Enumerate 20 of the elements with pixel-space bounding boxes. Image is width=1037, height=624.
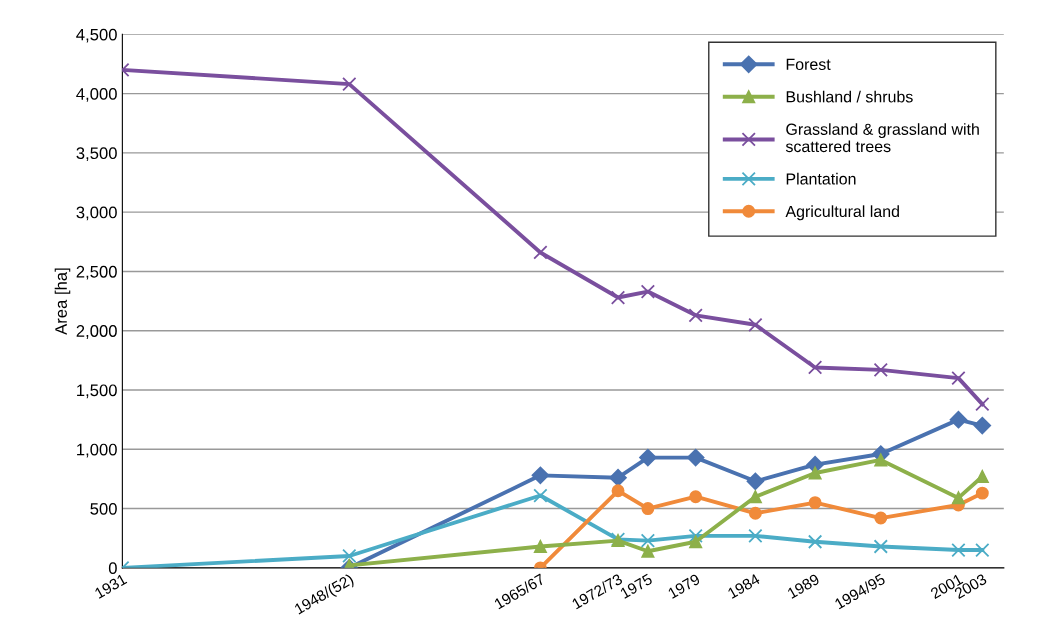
legend-label: Agricultural land xyxy=(785,205,899,221)
y-tick-label: 1,000 xyxy=(77,443,117,458)
y-tick-label: 3,500 xyxy=(76,147,117,162)
y-tick-label: 500 xyxy=(90,502,117,515)
y-axis-title: Area [ha] xyxy=(54,268,71,335)
y-tick-label: 1,500 xyxy=(77,384,117,399)
y-tick-label: 2,000 xyxy=(76,325,117,339)
y-tick-label: 4,000 xyxy=(76,88,117,102)
legend-label: Bushland / shrubs xyxy=(786,90,913,103)
x-tick-label: 1931 xyxy=(94,573,128,599)
legend-label: Grassland & grassland with scattered trees xyxy=(785,123,979,153)
x-tick-label: 1989 xyxy=(786,573,821,599)
y-tick-label: 3,000 xyxy=(76,206,117,221)
legend-label: Forest xyxy=(786,58,831,71)
y-tick-label: 2,500 xyxy=(76,265,117,280)
x-tick-label: 1979 xyxy=(667,573,701,599)
legend-label: Plantation xyxy=(786,172,856,185)
y-tick-label: 4,500 xyxy=(76,28,117,43)
y-tick-label: 0 xyxy=(108,562,117,575)
x-tick-label: 1984 xyxy=(727,573,761,599)
